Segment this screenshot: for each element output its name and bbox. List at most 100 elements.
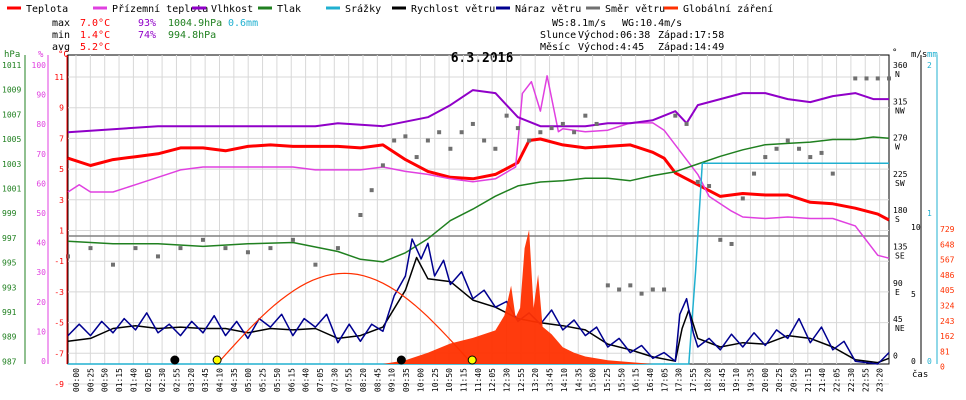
direction-tick-label: 270 <box>893 134 908 143</box>
stat-sun-rise: Východ:06:38 <box>578 29 650 41</box>
x-tick-label: 17:30 <box>675 368 684 392</box>
wind-direction-point <box>504 113 509 118</box>
temperature-tick-label: 7 <box>59 134 64 143</box>
direction-compass-label: NE <box>895 324 905 333</box>
wind-direction-point <box>707 184 712 189</box>
wind-direction-point <box>245 250 250 255</box>
wind-direction-point <box>560 121 565 126</box>
x-tick-label: 22:30 <box>847 368 856 392</box>
x-tick-label: 04:10 <box>216 368 225 392</box>
stat-min-label: min <box>52 30 70 41</box>
x-tick-label: 03:45 <box>201 368 210 392</box>
axes: 00:00 00:25 00:50 01:15 01:40 02:05 02:30 02:55… <box>2 48 955 392</box>
x-tick-label: 15:00 <box>589 368 598 392</box>
stat-moon-set: Západ:14:49 <box>658 41 724 53</box>
direction-compass-label: NW <box>895 106 905 115</box>
wind-direction-point <box>290 237 295 242</box>
rain-tick-label: 1 <box>927 209 932 218</box>
stat-moon-rise: Východ:4:45 <box>578 41 644 53</box>
x-tick-label: 16:15 <box>632 368 641 392</box>
wind-direction-point <box>335 246 340 251</box>
wind-direction-point <box>853 76 858 81</box>
humidity-unit: % <box>38 50 44 60</box>
rain-unit: mm <box>927 50 938 60</box>
stat-sun-set: Západ:17:58 <box>658 29 724 41</box>
humidity-tick-label: 50 <box>36 209 46 218</box>
chart-title: 6.3.2016 <box>451 51 514 66</box>
legend-label: Globální záření <box>683 3 773 15</box>
x-tick-label: 10:25 <box>431 368 440 392</box>
wind-direction-point <box>729 241 734 246</box>
temperature-tick-label: -7 <box>54 349 64 358</box>
x-tick-label: 07:05 <box>316 368 325 392</box>
pressure-tick-label: 987 <box>2 357 17 366</box>
direction-tick-label: 225 <box>893 170 908 179</box>
x-tick-label: 23:20 <box>876 368 885 392</box>
x-tick-label: 12:55 <box>517 368 526 392</box>
wind-direction-point <box>673 113 678 118</box>
humidity-tick-label: 10 <box>36 327 46 336</box>
x-tick-label: 20:50 <box>790 368 799 392</box>
humidity-tick-label: 20 <box>36 298 46 307</box>
wind-direction-point <box>718 237 723 242</box>
legend-label: Teplota <box>26 4 68 15</box>
radiation-tick-label: 162 <box>940 332 955 341</box>
direction-tick-label: 0 <box>893 351 898 360</box>
x-tick-label: 16:40 <box>646 368 655 392</box>
x-tick-label: 14:35 <box>574 368 583 392</box>
x-tick-label: 15:50 <box>617 368 626 392</box>
wind-direction-point <box>662 287 667 292</box>
wind-direction-point <box>864 76 869 81</box>
wind-direction-point <box>650 287 655 292</box>
x-tick-label: 10:00 <box>416 368 425 392</box>
x-tick-label: 08:45 <box>373 368 382 392</box>
x-tick-label: 11:15 <box>459 368 468 392</box>
series-line-sr-ky <box>68 162 889 365</box>
stat-moon-label: Měsíc <box>540 41 570 53</box>
stat-wg: WG:10.4m/s <box>622 18 682 29</box>
temperature-tick-label: -3 <box>54 288 64 297</box>
x-tick-label: 18:20 <box>703 368 712 392</box>
direction-compass-label: S <box>895 215 900 224</box>
direction-tick-label: 45 <box>893 315 903 324</box>
legend: Teplota Přízemní teplota Vlhkost Tlak Srážky… <box>7 3 773 15</box>
wind-direction-point <box>425 138 430 143</box>
moon-set-marker <box>396 355 406 365</box>
direction-compass-label: W <box>895 143 900 152</box>
wind-direction-point <box>808 155 813 160</box>
legend-label: Rychlost větru <box>411 3 495 15</box>
humidity-tick-label: 30 <box>36 268 46 277</box>
wind-direction-point <box>527 138 532 143</box>
wind-direction-point <box>594 121 599 126</box>
temperature-unit: °C <box>58 50 69 60</box>
temperature-tick-label: 1 <box>59 227 64 236</box>
x-tick-label: 17:55 <box>689 368 698 392</box>
humidity-tick-label: 60 <box>36 179 46 188</box>
x-tick-label: 13:45 <box>546 368 555 392</box>
direction-compass-label: SE <box>895 252 905 261</box>
wind-direction-point <box>403 134 408 139</box>
x-tick-label: 09:35 <box>402 368 411 392</box>
direction-tick-label: 135 <box>893 243 908 252</box>
wind-direction-point <box>549 126 554 131</box>
pressure-tick-label: 995 <box>2 259 17 268</box>
x-tick-label: 22:05 <box>833 368 842 392</box>
x-tick-label: 12:30 <box>503 368 512 392</box>
pressure-tick-label: 993 <box>2 283 17 292</box>
wind-direction-point <box>639 291 644 296</box>
humidity-tick-label: 70 <box>36 150 46 159</box>
wind-direction-point <box>819 150 824 155</box>
x-tick-label: 07:55 <box>345 368 354 392</box>
legend-label: Náraz větru <box>515 3 581 15</box>
x-tick-label: 02:05 <box>144 368 153 392</box>
pressure-tick-label: 1009 <box>2 86 21 95</box>
radiation-tick-label: 729 <box>940 225 955 234</box>
x-tick-label: 05:25 <box>259 368 268 392</box>
x-tick-label: 21:15 <box>804 368 813 392</box>
wind-tick-label: 5 <box>911 290 916 299</box>
x-tick-label: 19:10 <box>732 368 741 392</box>
x-tick-label: 03:20 <box>187 368 196 392</box>
pressure-tick-label: 999 <box>2 209 17 218</box>
radiation-tick-label: 486 <box>940 271 955 280</box>
